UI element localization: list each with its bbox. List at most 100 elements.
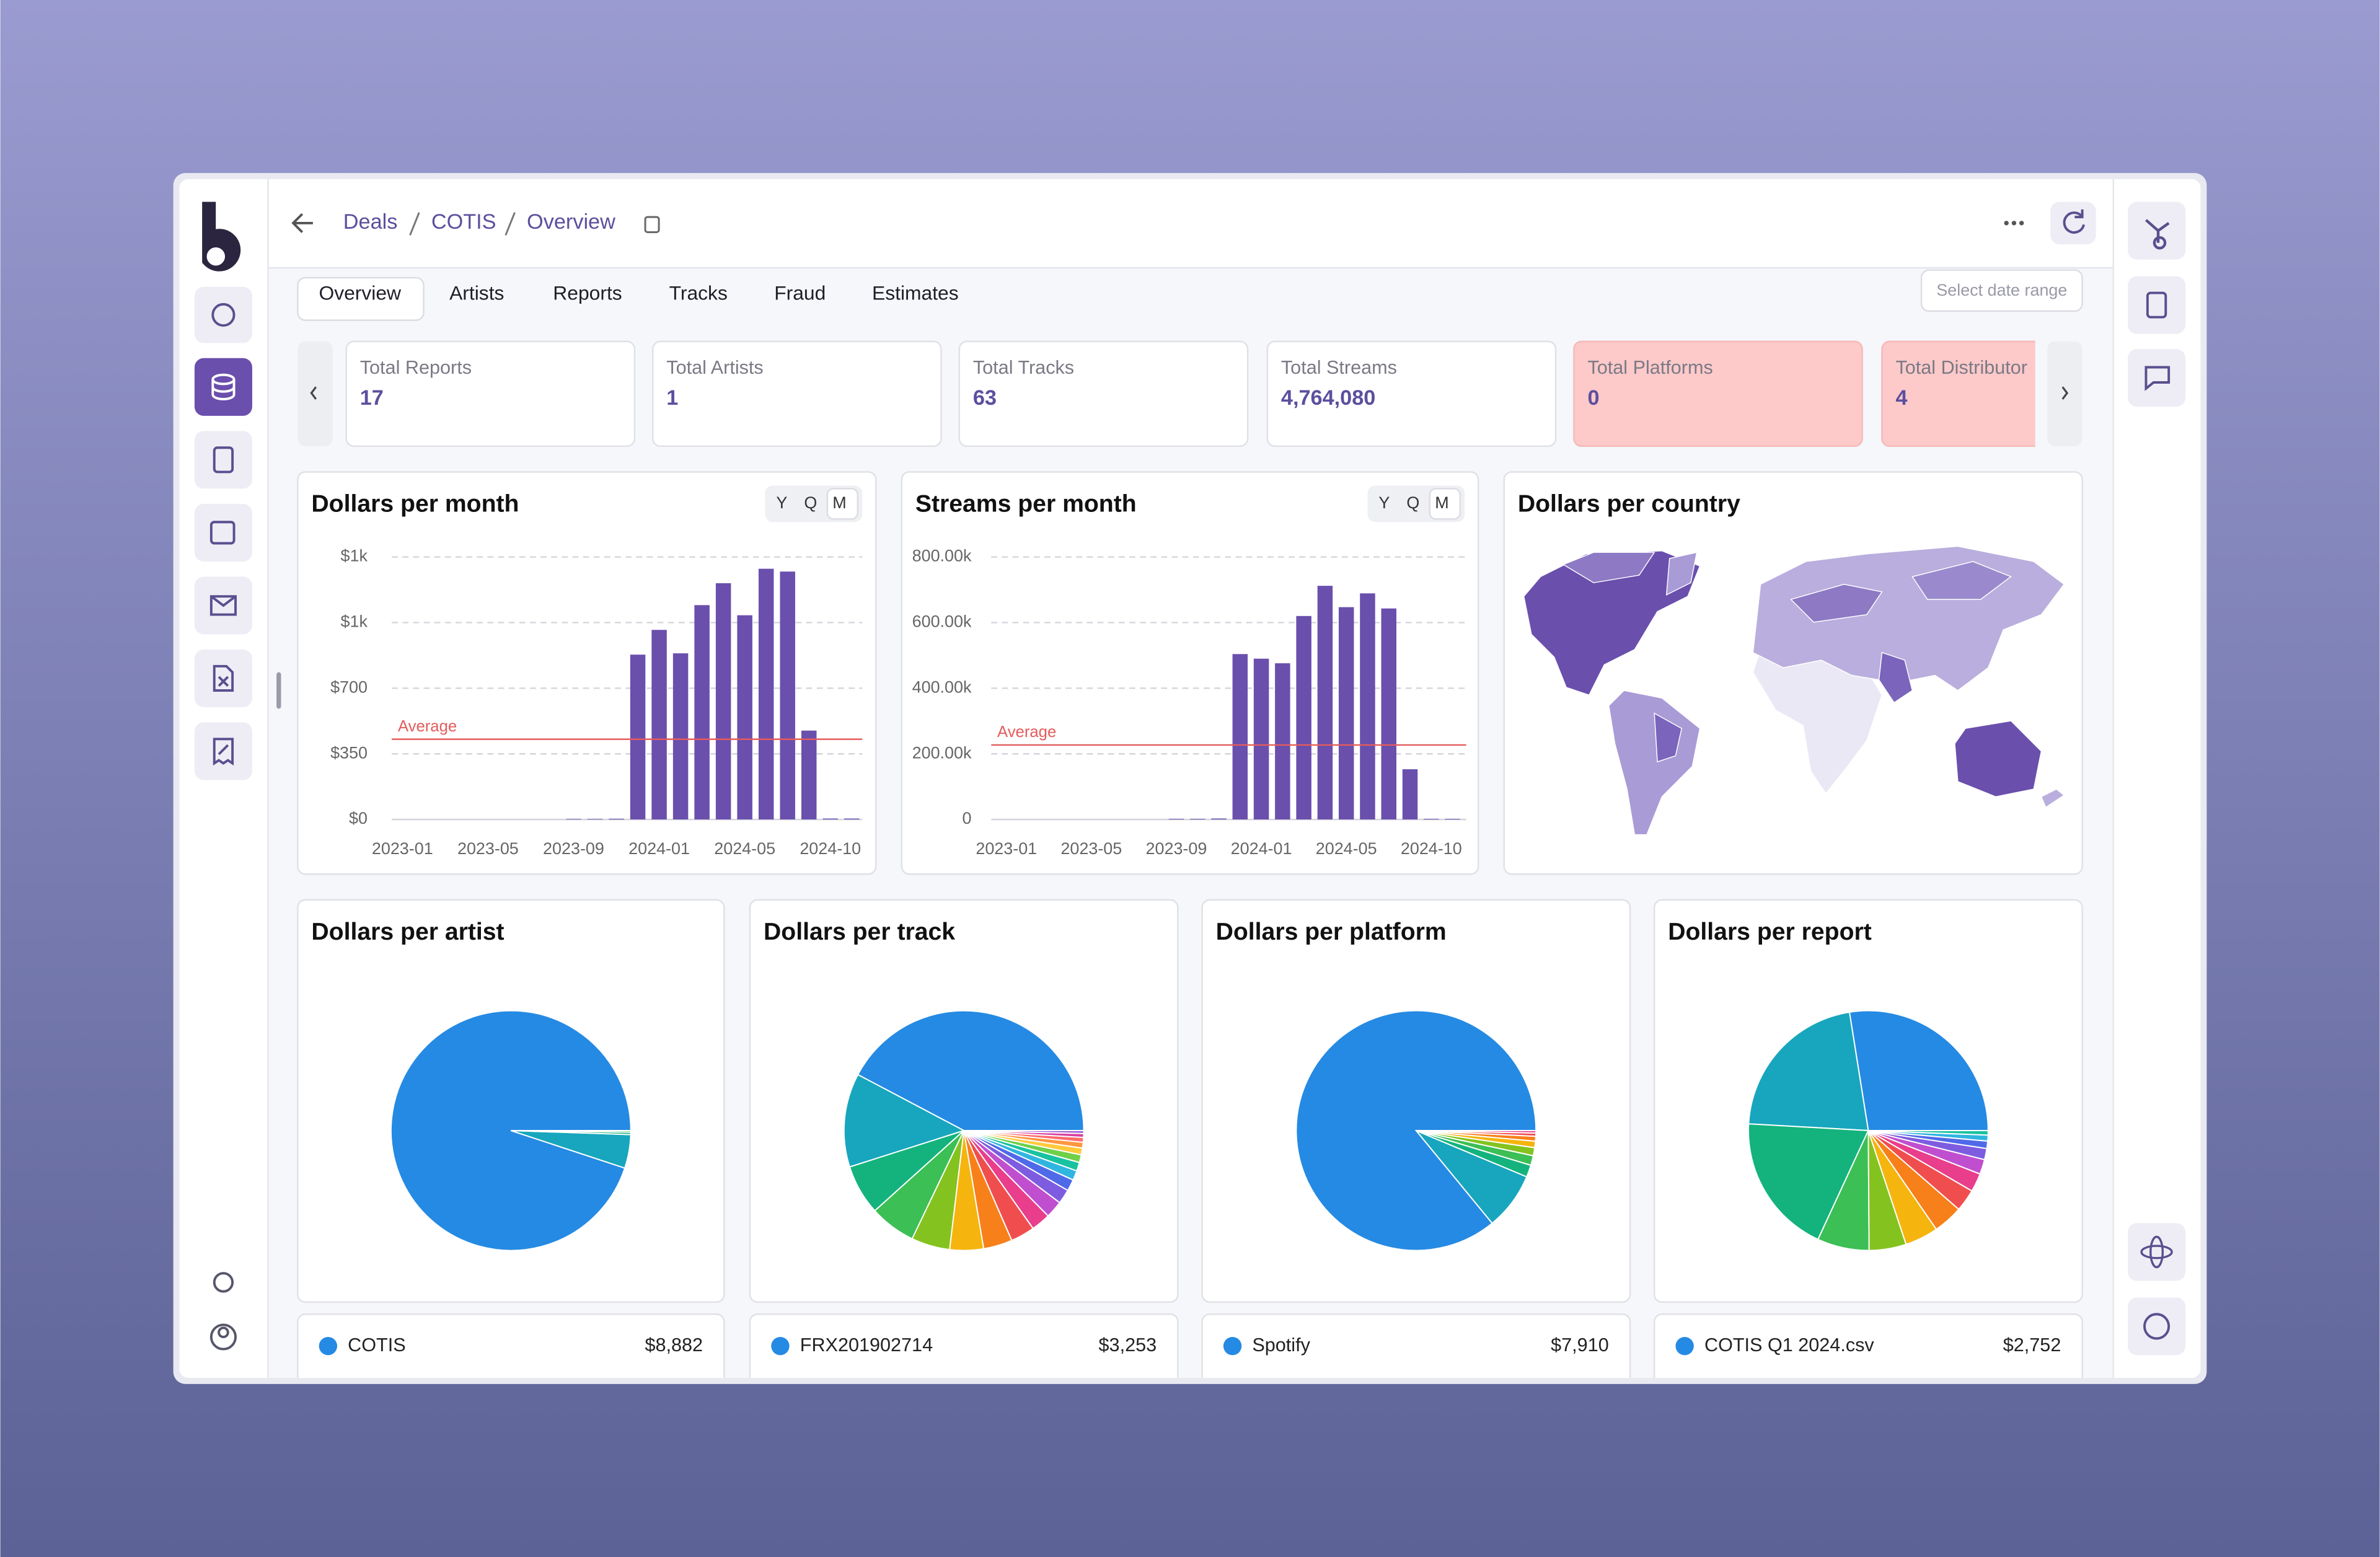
icon — [2143, 1313, 2171, 1340]
stat-value: 4,764,080 — [1281, 386, 1375, 410]
breadcrumb-link[interactable]: COTIS — [431, 210, 496, 234]
icon — [2149, 1235, 2164, 1269]
pie-slice — [1416, 1130, 1537, 1134]
legend-card — [749, 1313, 1179, 1378]
tab[interactable]: Fraud — [774, 281, 826, 304]
period-selected — [1429, 488, 1461, 520]
y-tick-label: $350 — [330, 743, 368, 762]
country-region — [1954, 720, 2042, 798]
bar — [630, 655, 646, 820]
stat-card — [652, 340, 942, 448]
stat-value: 1 — [666, 386, 678, 410]
legend-value: $2,752 — [2003, 1334, 2061, 1356]
breadcrumb-link[interactable]: Deals — [343, 210, 398, 234]
stat-value: 17 — [360, 386, 384, 410]
bar — [780, 571, 795, 820]
stat-value: 4 — [1895, 386, 1907, 410]
refresh-button[interactable] — [2050, 201, 2096, 245]
left-nav — [194, 286, 281, 1351]
dot — [2019, 221, 2024, 226]
nav-calendar[interactable] — [194, 503, 252, 562]
x-tick-label: 2024-05 — [1316, 839, 1377, 858]
comments-button[interactable] — [2128, 349, 2186, 407]
window: Deals COTIS Overview Overview Artists Reports… — [179, 179, 2201, 1378]
stat-label: Total Artists — [666, 357, 763, 378]
back-button[interactable] — [291, 213, 313, 233]
stat-card — [1266, 340, 1557, 448]
bar — [715, 583, 731, 820]
country-region — [1911, 561, 2012, 600]
bar — [1275, 663, 1290, 820]
period-button[interactable]: Y — [776, 493, 787, 512]
more-button[interactable] — [2004, 221, 2024, 226]
tab[interactable]: Estimates — [872, 281, 959, 304]
bar — [1338, 607, 1354, 820]
average-label: Average — [997, 723, 1056, 741]
legend-value: $3,253 — [1099, 1334, 1157, 1356]
y-tick-label: $700 — [330, 677, 368, 696]
icon — [2140, 1245, 2173, 1259]
tab[interactable]: Artists — [449, 281, 504, 304]
profile-icon[interactable] — [209, 1323, 237, 1351]
pie-slice — [1748, 1011, 1869, 1132]
settings-icon[interactable] — [213, 1272, 234, 1293]
period-button[interactable]: M — [1435, 493, 1448, 512]
legend-label[interactable]: COTIS Q1 2024.csv — [1704, 1334, 1874, 1356]
nav-dashboard[interactable] — [194, 286, 252, 343]
bar — [651, 630, 667, 820]
icon — [213, 664, 234, 692]
stat-label: Total Tracks — [973, 357, 1074, 378]
icon — [310, 386, 317, 400]
country-region — [1523, 550, 1701, 696]
nav-fraud[interactable] — [194, 649, 252, 707]
y-tick-label: 800.00k — [912, 547, 972, 565]
stat-value: 63 — [973, 386, 997, 410]
ai-button[interactable] — [2128, 1223, 2186, 1281]
period-button[interactable]: Y — [1378, 493, 1390, 512]
country-region — [1790, 583, 1883, 623]
legend-label[interactable]: Spotify — [1252, 1334, 1310, 1356]
bar — [1232, 654, 1248, 820]
period-button[interactable]: Q — [804, 493, 817, 512]
breadcrumb-link[interactable]: Overview — [527, 210, 615, 234]
scroll-left[interactable] — [298, 341, 333, 446]
help-button[interactable] — [2128, 1297, 2186, 1356]
tab[interactable]: Tracks — [669, 281, 728, 304]
y-tick-label: 600.00k — [912, 612, 972, 631]
icon — [213, 738, 234, 766]
icon — [2063, 209, 2085, 234]
stat-label: Total Reports — [360, 357, 472, 378]
nav-reports[interactable] — [194, 431, 252, 489]
legend-label[interactable]: FRX201902714 — [800, 1334, 933, 1356]
nav-deals-active[interactable] — [194, 358, 252, 416]
dot — [2004, 221, 2009, 226]
stat-label: Total Platforms — [1587, 357, 1712, 378]
stat-card — [958, 340, 1249, 448]
scroll-right[interactable] — [2047, 341, 2082, 446]
date-range-button[interactable] — [1920, 269, 2083, 312]
legend-label[interactable]: COTIS — [348, 1334, 405, 1356]
pie-slice — [857, 1010, 1085, 1131]
copy-button[interactable] — [644, 216, 660, 234]
period-button[interactable]: M — [832, 493, 846, 512]
icon — [2061, 386, 2069, 400]
bar — [1211, 818, 1227, 820]
x-tick-label: 2023-05 — [1060, 839, 1122, 858]
resize-handle[interactable] — [276, 672, 281, 709]
pie-slice — [511, 1130, 632, 1133]
bar — [801, 730, 817, 820]
stat-label: Total Distributor — [1895, 357, 2027, 378]
x-tick-label: 2023-01 — [976, 839, 1037, 858]
period-button[interactable]: Q — [1406, 493, 1419, 512]
date-range-label: Select date range — [1936, 281, 2067, 299]
stat-value: 0 — [1587, 386, 1599, 410]
bar — [844, 818, 860, 820]
y-tick-label: 400.00k — [912, 677, 972, 696]
clipboard-button[interactable] — [2128, 276, 2186, 334]
tab[interactable]: Overview — [319, 281, 402, 304]
logo[interactable] — [202, 201, 241, 271]
breadcrumb-separator — [409, 212, 420, 236]
tab[interactable]: Reports — [553, 281, 622, 304]
bar — [1360, 593, 1375, 820]
